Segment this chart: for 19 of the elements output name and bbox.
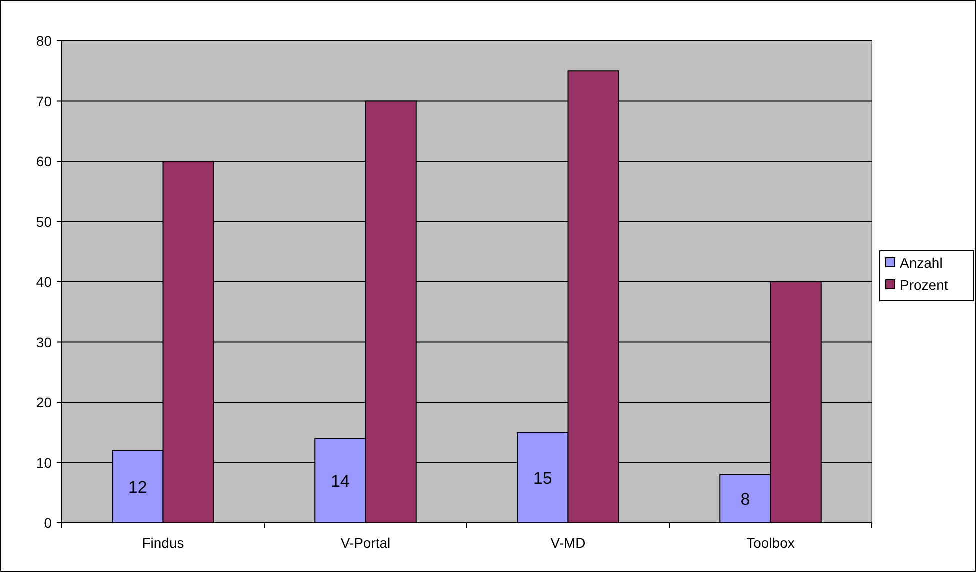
y-tick-label: 30 (36, 334, 52, 350)
x-tick-label: Toolbox (746, 535, 795, 551)
y-tick-label: 50 (36, 214, 52, 230)
data-label: 8 (740, 490, 750, 509)
y-tick-label: 0 (44, 515, 52, 531)
y-tick-label: 60 (36, 154, 52, 170)
data-label: 15 (533, 468, 552, 488)
y-tick-label: 10 (36, 454, 52, 471)
legend-label: Prozent (900, 277, 948, 293)
y-tick-label: 40 (36, 274, 52, 290)
data-label: 12 (128, 478, 148, 497)
legend-label: Anzahl (900, 255, 943, 271)
y-tick-label: 80 (36, 33, 52, 49)
x-tick-label: V-MD (550, 535, 586, 551)
x-tick-label: V-Portal (340, 535, 391, 551)
x-tick-label: Findus (142, 535, 184, 551)
y-tick-label: 20 (36, 394, 52, 410)
y-tick-label: 70 (36, 93, 52, 110)
data-label: 14 (330, 472, 350, 491)
